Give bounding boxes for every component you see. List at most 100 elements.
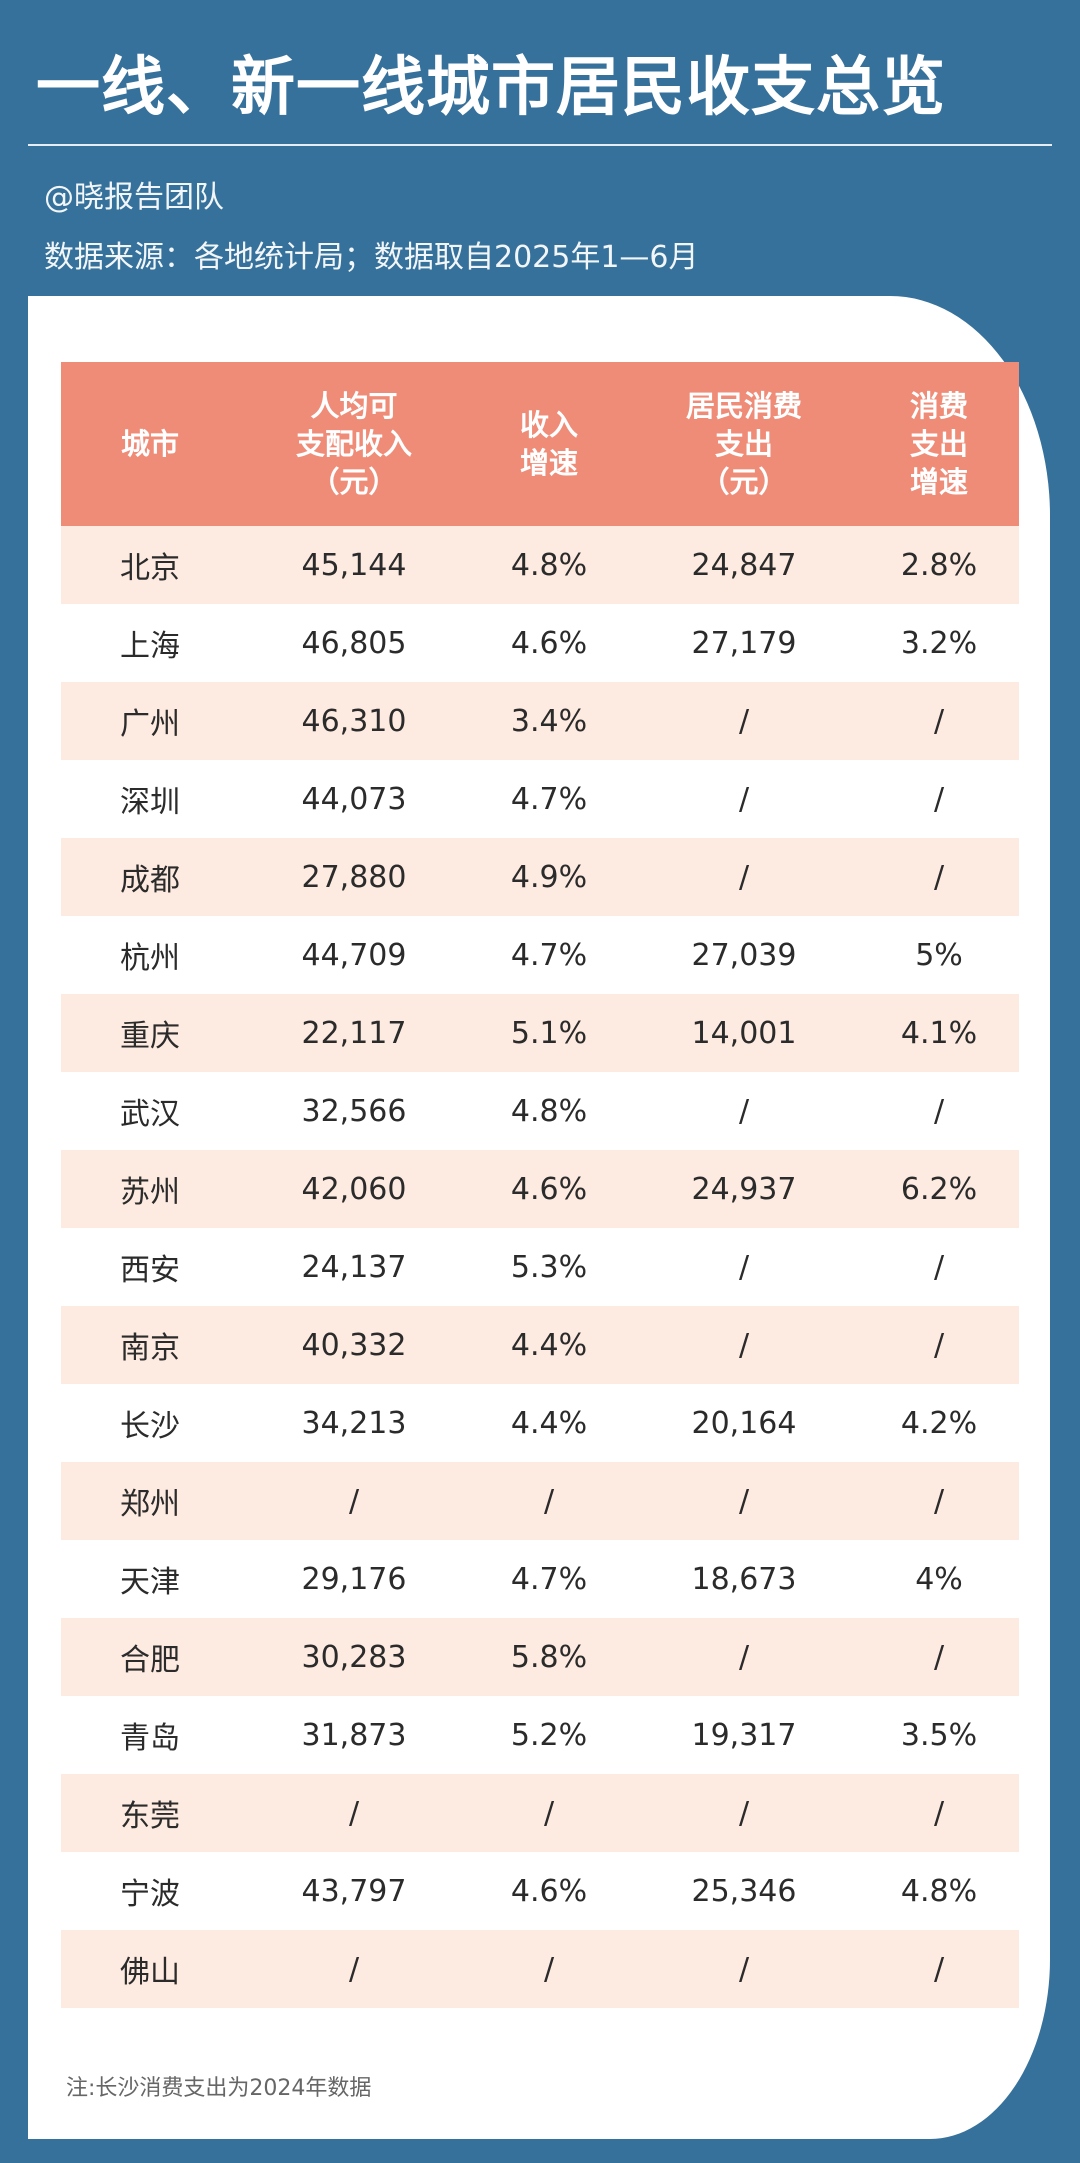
column-header-line: 支配收入 xyxy=(295,427,412,461)
table-header-row: 城市 人均可 支配收入 （元） 收入 增速 居民消费 支出 （元） 消费 支出 增速 xyxy=(61,362,1019,526)
column-header-line: 居民消费 xyxy=(685,389,802,423)
value-cell: / xyxy=(859,1462,1019,1540)
column-header-line: 收入 xyxy=(519,408,578,442)
table-row: 广州 46,310 3.4% / / xyxy=(61,682,1019,760)
value-cell: 22,117 xyxy=(239,994,469,1072)
table-row: 东莞 / / / / xyxy=(61,1774,1019,1852)
value-cell: / xyxy=(469,1774,629,1852)
value-cell: / xyxy=(933,781,945,817)
value-cell: 4.7% xyxy=(510,781,588,817)
value-cell: 4.4% xyxy=(510,1405,588,1441)
value-cell: / xyxy=(239,1462,469,1540)
value-cell: 4.6% xyxy=(510,1873,588,1909)
value-cell: 4.8% xyxy=(510,1093,588,1129)
column-header: 城市 xyxy=(61,362,239,526)
value-cell: 32,566 xyxy=(301,1093,407,1129)
value-cell: 5.3% xyxy=(510,1249,588,1285)
column-header-line: 消费 xyxy=(909,389,968,423)
value-cell: 4.7% xyxy=(510,937,588,973)
value-cell: 44,073 xyxy=(301,781,407,817)
table-row: 西安 24,137 5.3% / / xyxy=(61,1228,1019,1306)
column-header: 人均可 支配收入 （元） xyxy=(239,362,469,526)
city-cell: 合肥 xyxy=(61,1618,239,1696)
value-cell: 3.5% xyxy=(900,1717,978,1753)
value-cell: 4.6% xyxy=(469,1150,629,1228)
city-cell: 重庆 xyxy=(61,994,239,1072)
city-cell: 郑州 xyxy=(61,1462,239,1540)
table-row: 北京 45,144 4.8% 24,847 2.8% xyxy=(61,526,1019,604)
value-cell: 4.4% xyxy=(469,1306,629,1384)
value-cell: 25,346 xyxy=(691,1873,797,1909)
value-cell: 31,873 xyxy=(301,1717,407,1753)
table-row: 武汉 32,566 4.8% / / xyxy=(61,1072,1019,1150)
city-cell: 北京 xyxy=(61,526,239,604)
value-cell: 43,797 xyxy=(301,1873,407,1909)
value-cell: / xyxy=(629,682,859,760)
value-cell: 5% xyxy=(915,937,963,973)
city-cell: 佛山 xyxy=(61,1930,239,2008)
table-row: 合肥 30,283 5.8% / / xyxy=(61,1618,1019,1696)
table-row: 杭州 44,709 4.7% 27,039 5% xyxy=(61,916,1019,994)
value-cell: / xyxy=(239,1930,469,2008)
value-cell: / xyxy=(738,1249,750,1285)
value-cell: / xyxy=(629,1774,859,1852)
value-cell: 27,179 xyxy=(691,625,797,661)
value-cell: 4.7% xyxy=(510,1561,588,1597)
source-label: 数据来源：各地统计局；数据取自2025年1—6月 xyxy=(44,240,699,275)
column-header-line: （元） xyxy=(700,465,788,499)
city-cell: 武汉 xyxy=(120,1097,180,1132)
table-row: 成都 27,880 4.9% / / xyxy=(61,838,1019,916)
column-header-line: 支出 xyxy=(909,427,968,461)
city-cell: 南京 xyxy=(61,1306,239,1384)
table-row: 青岛 31,873 5.2% 19,317 3.5% xyxy=(61,1696,1019,1774)
column-header-line: （元） xyxy=(310,465,398,499)
value-cell: 4.8% xyxy=(900,1873,978,1909)
value-cell: / xyxy=(859,1930,1019,2008)
value-cell: 20,164 xyxy=(691,1405,797,1441)
value-cell: 4.8% xyxy=(469,526,629,604)
city-cell: 杭州 xyxy=(120,941,180,976)
column-header: 消费 支出 增速 xyxy=(859,362,1019,526)
table-row: 南京 40,332 4.4% / / xyxy=(61,1306,1019,1384)
column-header-line: 城市 xyxy=(120,427,179,461)
value-cell: 5.1% xyxy=(469,994,629,1072)
table-row: 长沙 34,213 4.4% 20,164 4.2% xyxy=(61,1384,1019,1462)
value-cell: / xyxy=(629,838,859,916)
table-card: 城市 人均可 支配收入 （元） 收入 增速 居民消费 支出 （元） 消费 支出 增速 北京 45,144… xyxy=(28,296,1050,2139)
city-cell: 东莞 xyxy=(61,1774,239,1852)
city-cell: 青岛 xyxy=(120,1721,180,1756)
column-header: 收入 增速 xyxy=(469,362,629,526)
value-cell: / xyxy=(738,781,750,817)
value-cell: / xyxy=(469,1462,629,1540)
value-cell: 19,317 xyxy=(691,1717,797,1753)
value-cell: / xyxy=(859,1306,1019,1384)
value-cell: 24,847 xyxy=(629,526,859,604)
value-cell: / xyxy=(859,682,1019,760)
city-cell: 成都 xyxy=(61,838,239,916)
table-row: 上海 46,805 4.6% 27,179 3.2% xyxy=(61,604,1019,682)
value-cell: 14,001 xyxy=(629,994,859,1072)
value-cell: / xyxy=(859,1774,1019,1852)
column-header-line: 增速 xyxy=(519,446,578,480)
author-label: @晓报告团队 xyxy=(44,180,224,215)
table-row: 郑州 / / / / xyxy=(61,1462,1019,1540)
value-cell: / xyxy=(629,1306,859,1384)
column-header-line: 支出 xyxy=(714,427,773,461)
value-cell: 29,176 xyxy=(301,1561,407,1597)
value-cell: / xyxy=(239,1774,469,1852)
value-cell: 4.6% xyxy=(510,625,588,661)
value-cell: 6.2% xyxy=(859,1150,1019,1228)
value-cell: / xyxy=(469,1930,629,2008)
value-cell: / xyxy=(859,838,1019,916)
city-cell: 深圳 xyxy=(120,785,180,820)
city-cell: 宁波 xyxy=(120,1877,180,1912)
value-cell: 44,709 xyxy=(301,937,407,973)
value-cell: / xyxy=(933,1093,945,1129)
city-cell: 广州 xyxy=(61,682,239,760)
table-row: 佛山 / / / / xyxy=(61,1930,1019,2008)
value-cell: / xyxy=(933,1249,945,1285)
city-cell: 天津 xyxy=(120,1565,180,1600)
divider xyxy=(28,144,1052,146)
value-cell: 27,880 xyxy=(239,838,469,916)
value-cell: 5.8% xyxy=(469,1618,629,1696)
